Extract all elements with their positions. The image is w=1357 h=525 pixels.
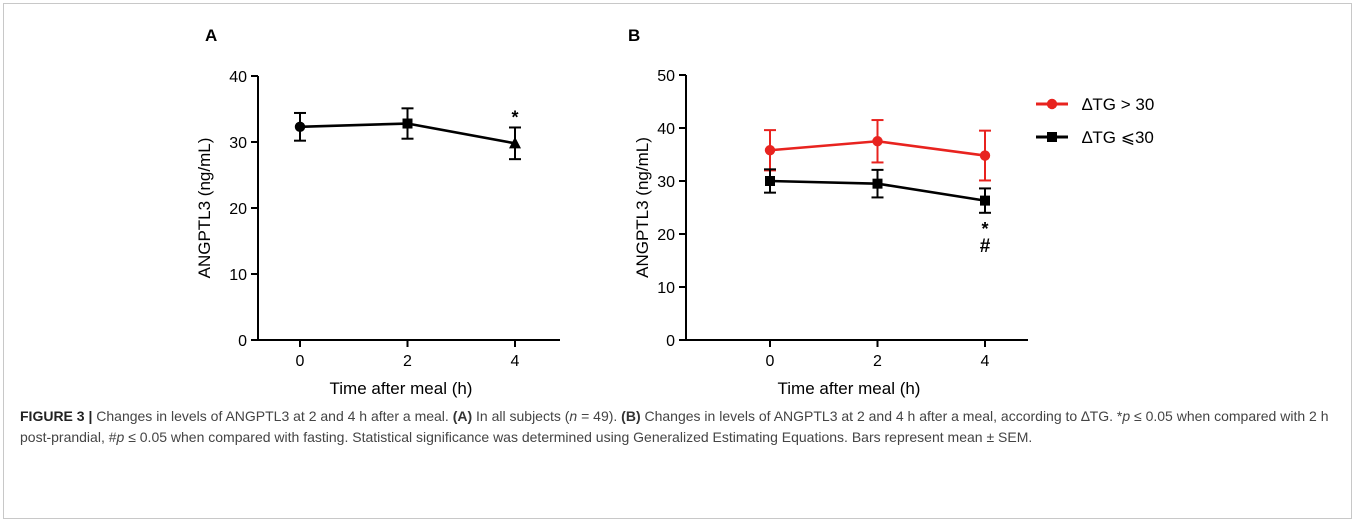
panel-a-x-tick-label: 2 <box>403 353 412 370</box>
panel-b-series-2-point <box>980 195 990 206</box>
panel-b-significance-mark: * <box>981 219 988 239</box>
panel-b-series-1-point <box>764 145 776 156</box>
legend-swatch-marker <box>1047 132 1057 142</box>
panel-a-x-tick-label: 4 <box>511 353 520 370</box>
panel-b-x-tick-label: 4 <box>981 353 990 370</box>
panel-a-label: A <box>205 26 217 45</box>
panel-a-y-tick-label: 0 <box>238 333 247 350</box>
figure-frame <box>3 3 1352 519</box>
legend-label: ∆TG ⩽30 <box>1082 128 1154 147</box>
panel-b-significance-mark: # <box>980 236 991 257</box>
panel-b-x-axis-title: Time after meal (h) <box>778 379 921 398</box>
legend-label: ∆TG > 30 <box>1082 95 1154 114</box>
panel-b-x-tick-label: 2 <box>873 353 882 370</box>
panel-b-y-tick-label: 30 <box>657 174 675 191</box>
caption-b-label: (B) <box>621 408 641 424</box>
panel-a-series-1-point <box>509 136 521 149</box>
panel-a-series-1-point <box>294 121 306 133</box>
panel-b-label: B <box>628 26 640 45</box>
panel-b-y-axis-title: ANGPTL3 (ng/mL) <box>633 137 652 278</box>
panel-b-x-tick-label: 0 <box>766 353 775 370</box>
panel-b-y-tick-label: 40 <box>657 121 675 138</box>
panel-a-y-tick-label: 30 <box>229 135 247 152</box>
panel-b-series-2-point <box>765 176 775 186</box>
panel-a-y-axis-title: ANGPTL3 (ng/mL) <box>195 138 214 279</box>
panel-a-y-tick-label: 10 <box>229 267 247 284</box>
panel-a-y-tick-label: 20 <box>229 201 247 218</box>
figure-caption: FIGURE 3 | Changes in levels of ANGPTL3 … <box>20 408 1329 445</box>
panel-b-series-1-point <box>979 150 991 161</box>
panel-a-x-axis-title: Time after meal (h) <box>330 379 473 398</box>
legend-swatch-marker <box>1046 98 1058 110</box>
panel-b-series-1-point <box>872 136 883 147</box>
caption-a-label: (A) <box>452 408 473 424</box>
caption-lead: FIGURE 3 | <box>20 408 93 424</box>
panel-a-x-tick-label: 0 <box>296 353 305 370</box>
panel-b-y-tick-label: 10 <box>657 280 675 297</box>
panel-b-series-2-point <box>872 178 883 189</box>
panel-b-y-tick-label: 0 <box>666 333 675 350</box>
panel-b-y-tick-label: 50 <box>657 68 675 85</box>
panel-a-y-tick-label: 40 <box>229 69 247 86</box>
panel-b-y-tick-label: 20 <box>657 227 675 244</box>
panel-a-series-1-point <box>402 118 413 129</box>
panel-a-significance-mark: * <box>511 107 518 127</box>
